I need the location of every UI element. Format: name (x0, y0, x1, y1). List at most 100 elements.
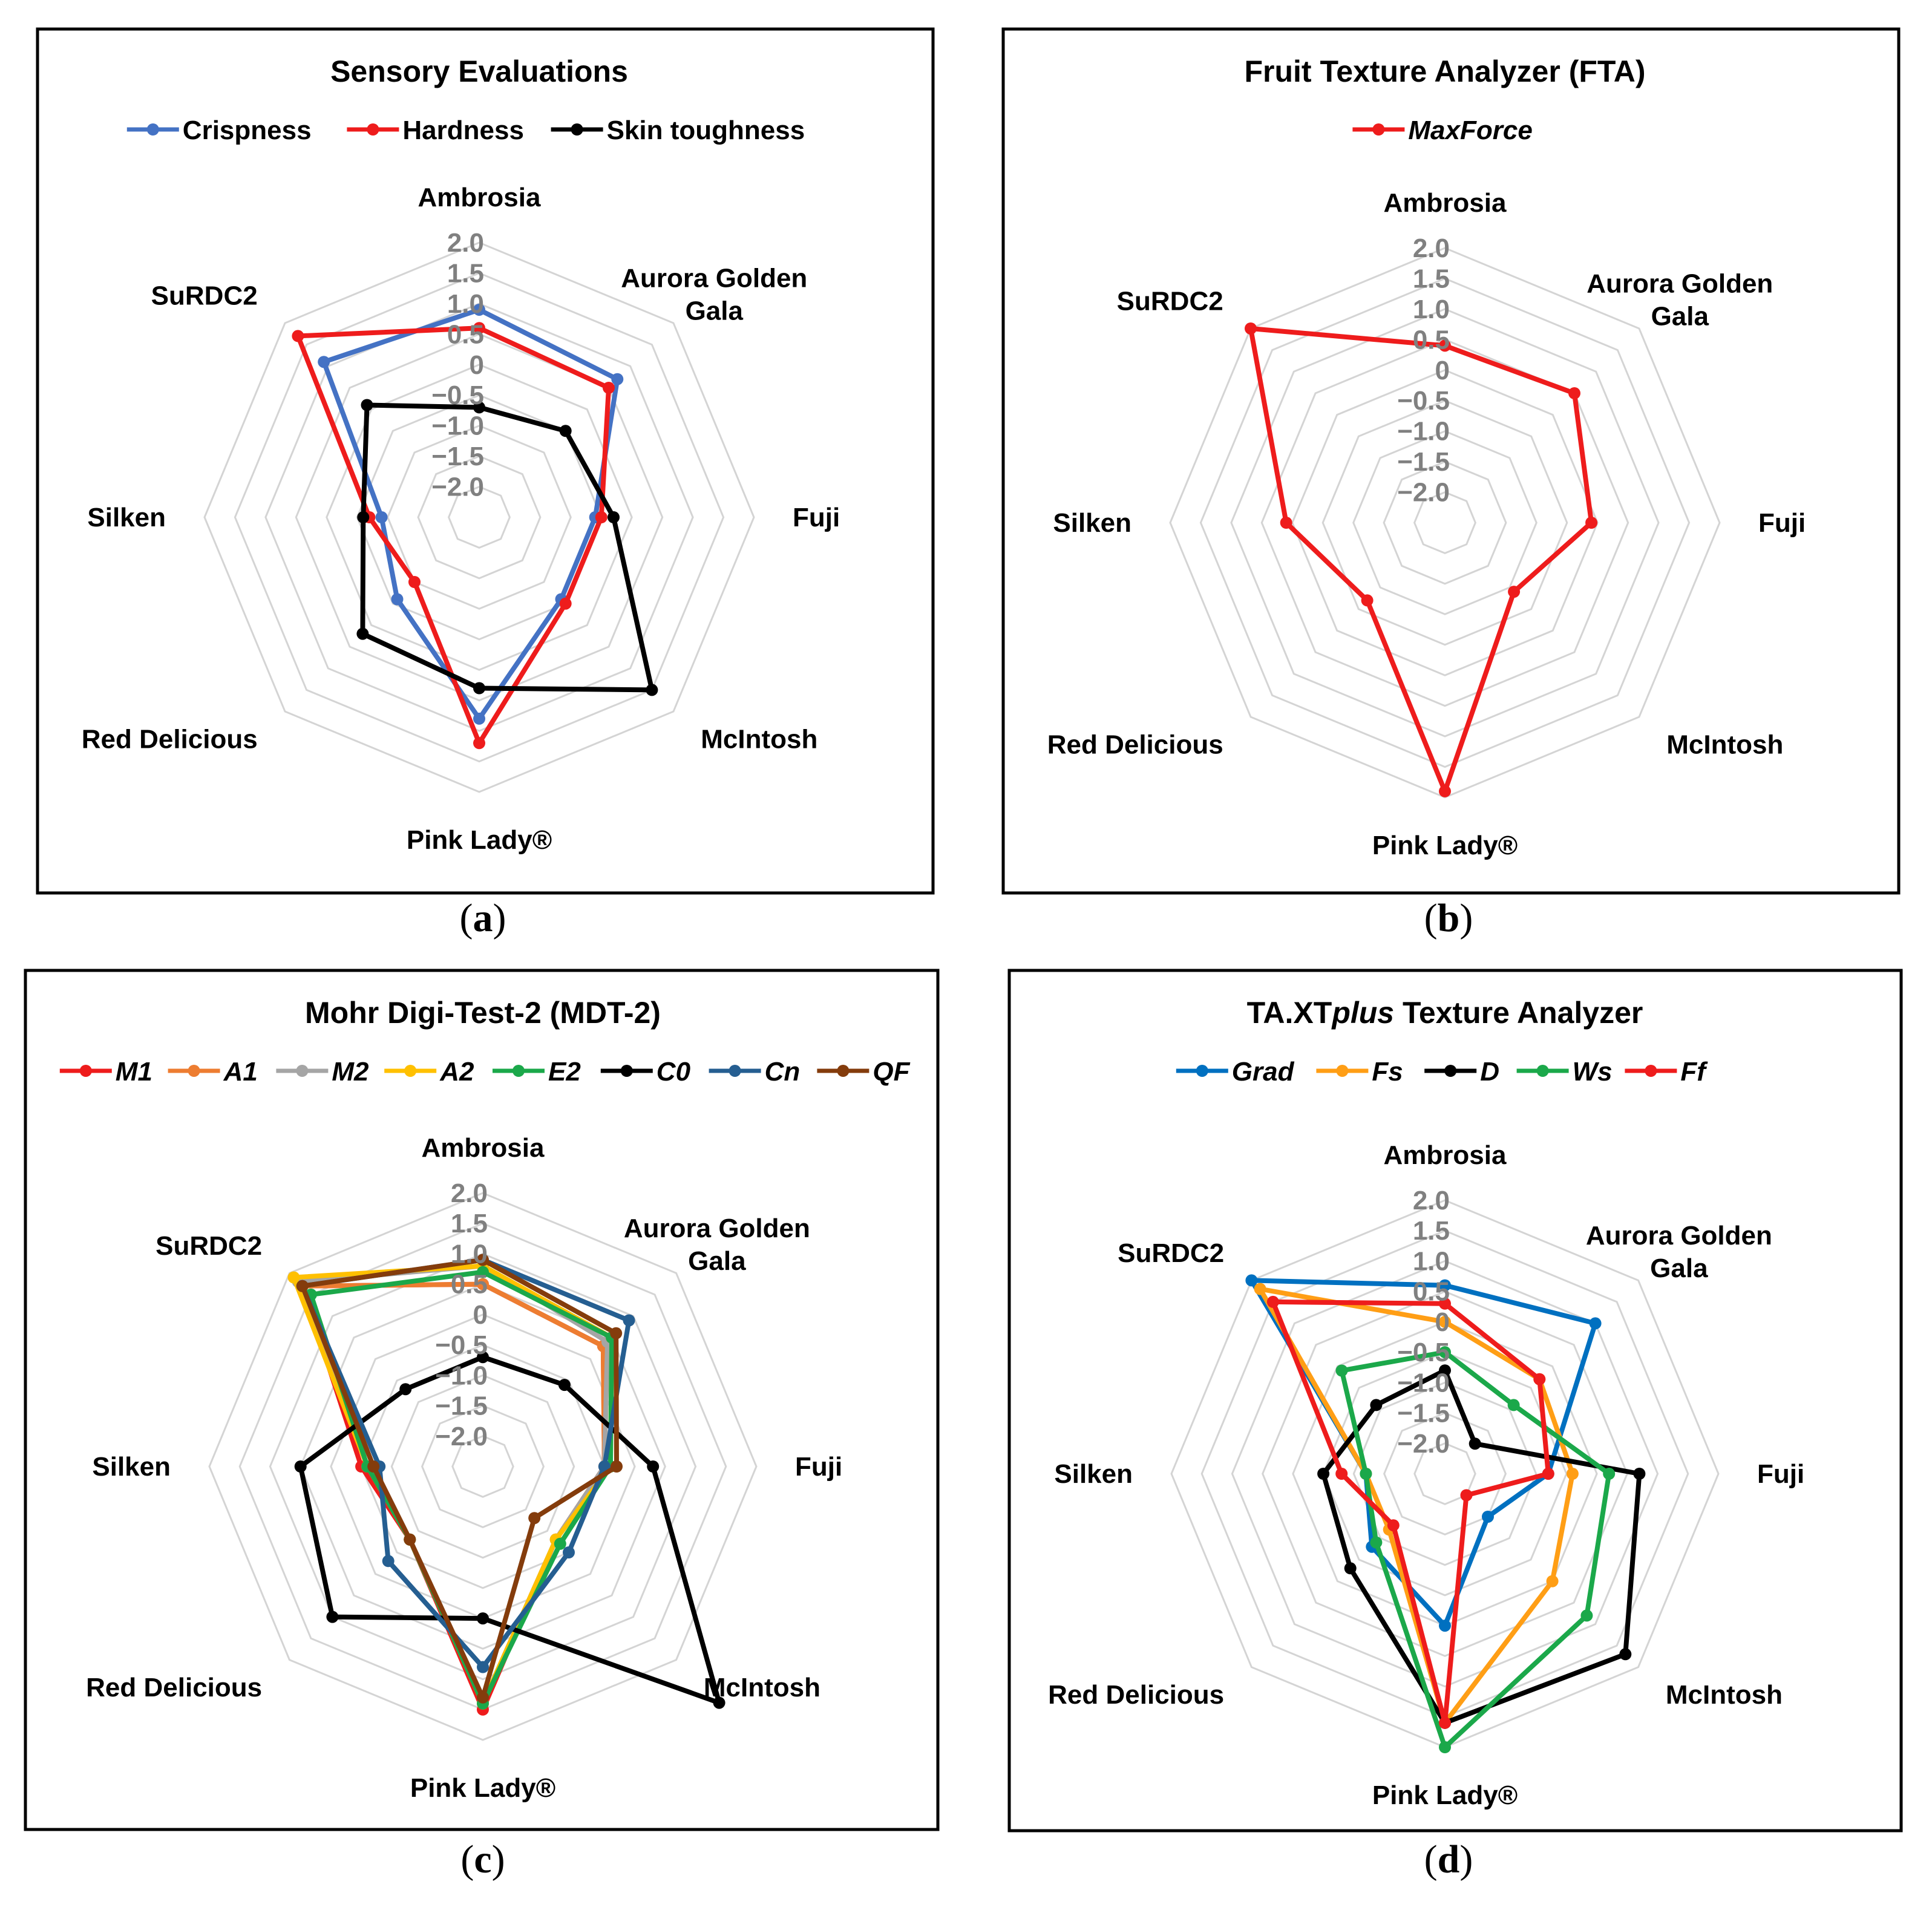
grid-ring (387, 425, 572, 610)
grid-ring (1169, 247, 1721, 799)
series-layer (1245, 1274, 1646, 1753)
data-point-surdc2 (1335, 1364, 1348, 1377)
panel-caption-d: (d) (1424, 1837, 1473, 1882)
legend-entry-hardness: Hardness (347, 116, 524, 145)
data-point-pink-lady (477, 1691, 489, 1704)
category-label-surdc2: SuRDC2 (151, 281, 258, 311)
legend-marker (404, 1065, 417, 1077)
data-point-fuji (607, 511, 620, 523)
data-point-surdc2 (292, 330, 304, 342)
radial-tick-label: −1.5 (1397, 447, 1450, 477)
legend-label: C0 (657, 1057, 691, 1087)
data-point-fuji (1633, 1468, 1646, 1480)
data-point-mcintosh (554, 1537, 566, 1550)
category-label-silken: Silken (87, 503, 166, 532)
legend-label: Hardness (402, 116, 524, 145)
category-label-aurora-golden-gala: Aurora Golden Gala (1587, 269, 1773, 332)
data-point-aurora-golden-gala (1589, 1317, 1602, 1330)
legend-label: M1 (116, 1057, 152, 1087)
data-point-surdc2 (1245, 322, 1257, 335)
legend-entry-c0: C0 (600, 1057, 691, 1087)
legend-entry-skin-toughness: Skin toughness (551, 116, 805, 145)
data-point-silken (1335, 1468, 1348, 1480)
data-point-red-delicious (404, 1533, 416, 1546)
category-label-ambrosia: Ambrosia (1384, 1140, 1507, 1170)
data-point-silken (367, 1460, 380, 1473)
data-point-aurora-golden-gala (559, 425, 572, 437)
legend-entry-ws: Ws (1516, 1057, 1613, 1087)
grid-ring (234, 272, 725, 763)
legend-label: Grad (1232, 1057, 1295, 1087)
data-point-aurora-golden-gala (623, 1314, 635, 1327)
data-point-mcintosh (559, 597, 572, 610)
data-point-fuji (595, 511, 607, 523)
category-label-red-delicious: Red Delicious (86, 1673, 262, 1702)
data-point-pink-lady (1439, 785, 1451, 797)
data-point-aurora-golden-gala (603, 382, 615, 394)
radial-tick-label: 1.0 (1413, 1246, 1450, 1276)
category-label-ambrosia: Ambrosia (418, 183, 541, 212)
radial-tick-label: −0.5 (1397, 386, 1450, 416)
legend: MaxForce (1352, 116, 1533, 145)
series-c0 (294, 1351, 725, 1709)
legend-entry-m1: M1 (59, 1057, 152, 1087)
grid-ring (421, 1404, 545, 1529)
radial-tick-label: −0.5 (1397, 1338, 1450, 1367)
category-label-aurora-golden-gala: Aurora Golden Gala (621, 264, 807, 326)
panel-fruit-texture-analyzer: Fruit Texture Analyzer (FTA) MaxForce Ambr… (966, 0, 1931, 895)
data-point-red-delicious (1361, 594, 1374, 607)
series-layer (287, 1254, 725, 1716)
panel-taxtplus-texture-analyzer: TA.XTplus Texture Analyzer Grad Fs D Ws Ff Amb… (966, 941, 1931, 1837)
legend-entry-a2: A2 (384, 1057, 474, 1087)
category-label-mcintosh: McIntosh (701, 724, 817, 754)
category-label-surdc2: SuRDC2 (1117, 287, 1223, 316)
radial-tick-label: −2.0 (435, 1422, 488, 1451)
data-point-silken (357, 511, 370, 523)
series-hardness (292, 322, 615, 750)
data-point-red-delicious (391, 593, 404, 606)
legend-marker (571, 123, 583, 136)
series-maxforce (1245, 322, 1598, 797)
radial-tick-label: −1.0 (435, 1361, 488, 1390)
data-point-fuji (1542, 1468, 1554, 1480)
grid-ring (1231, 1260, 1659, 1688)
radar-chart-svg: Fruit Texture Analyzer (FTA) MaxForce Ambr… (1001, 27, 1901, 895)
legend-entry-maxforce: MaxForce (1352, 116, 1533, 145)
data-point-mcintosh (1460, 1489, 1473, 1502)
data-point-red-delicious (408, 576, 421, 588)
legend-marker (1196, 1065, 1208, 1077)
radial-tick-label: 1.5 (451, 1209, 488, 1238)
data-point-ambrosia (477, 1254, 489, 1266)
legend-marker (729, 1065, 741, 1077)
category-labels: Ambrosia Aurora Golden Gala Fuji McIntosh Pin… (86, 1133, 842, 1803)
radial-tick-label: 0.5 (451, 1270, 488, 1300)
category-labels: Ambrosia Aurora Golden Gala Fuji McIntosh Pin… (82, 183, 840, 855)
data-point-pink-lady (1439, 1716, 1451, 1729)
chart-title: Sensory Evaluations (330, 54, 628, 88)
data-point-aurora-golden-gala (1568, 387, 1580, 399)
radial-tick-label: 2.0 (1413, 1186, 1450, 1215)
grid-ring (295, 333, 664, 702)
legend-entry-grad: Grad (1176, 1057, 1295, 1087)
data-point-aurora-golden-gala (1533, 1373, 1546, 1385)
data-point-red-delicious (382, 1555, 395, 1568)
radial-tick-label: 0 (473, 1300, 488, 1330)
legend-label: MaxForce (1408, 116, 1532, 145)
grid-ring (1352, 1381, 1537, 1566)
grid-ring (1383, 460, 1507, 585)
data-point-surdc2 (1245, 1274, 1258, 1287)
category-label-mcintosh: McIntosh (1666, 730, 1783, 759)
radial-tick-label: −1.0 (1397, 417, 1450, 446)
data-point-silken (1280, 517, 1292, 529)
panel-caption-c: (c) (460, 1837, 505, 1882)
data-point-ambrosia (1439, 1346, 1451, 1359)
radial-tick-label: −0.5 (431, 381, 484, 410)
legend-label: Crispness (183, 116, 312, 145)
legend-label: M2 (332, 1057, 369, 1087)
category-label-ambrosia: Ambrosia (1384, 188, 1507, 218)
category-label-red-delicious: Red Delicious (1048, 1680, 1224, 1710)
data-point-red-delicious (326, 1610, 339, 1623)
data-point-mcintosh (563, 1546, 575, 1558)
legend-label: Fs (1372, 1057, 1403, 1087)
radial-tick-labels: 2.01.51.00.50−0.5−1.0−1.5−2.0 (435, 1179, 488, 1451)
